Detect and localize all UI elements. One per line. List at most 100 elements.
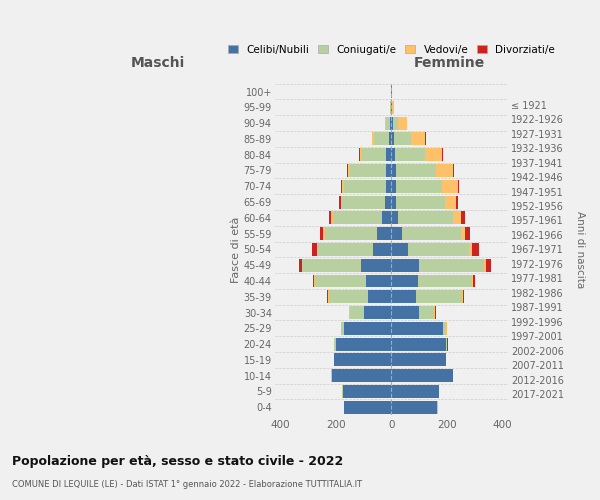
Bar (299, 258, 302, 272)
Bar (461, 212, 465, 224)
Bar (458, 180, 459, 193)
Bar (391, 180, 397, 193)
Bar (334, 338, 336, 350)
Bar (342, 180, 344, 193)
Bar (391, 132, 394, 145)
Bar (368, 290, 391, 303)
Bar (391, 354, 446, 366)
Bar (359, 148, 361, 161)
Bar (320, 227, 323, 240)
Text: Femmine: Femmine (414, 56, 485, 70)
Bar (344, 180, 386, 193)
Bar (386, 180, 391, 193)
Bar (442, 180, 458, 193)
Bar (344, 322, 391, 335)
Text: Popolazione per età, sesso e stato civile - 2022: Popolazione per età, sesso e stato civil… (12, 455, 343, 468)
Bar (442, 148, 443, 161)
Bar (336, 338, 391, 350)
Bar (398, 116, 407, 130)
Bar (339, 196, 341, 208)
Bar (329, 290, 368, 303)
Legend: Celibi/Nubili, Coniugati/e, Vedovi/e, Divorziati/e: Celibi/Nubili, Coniugati/e, Vedovi/e, Di… (226, 42, 557, 56)
Bar (386, 116, 390, 130)
Bar (473, 274, 475, 287)
Bar (386, 148, 391, 161)
Bar (391, 401, 437, 413)
Bar (391, 212, 398, 224)
Bar (394, 132, 411, 145)
Bar (469, 243, 472, 256)
Bar (347, 164, 348, 177)
Bar (462, 290, 463, 303)
Bar (373, 243, 391, 256)
Text: Maschi: Maschi (131, 56, 185, 70)
Bar (377, 227, 391, 240)
Bar (465, 227, 470, 240)
Bar (390, 116, 391, 130)
Bar (411, 132, 425, 145)
Bar (391, 338, 446, 350)
Bar (393, 116, 398, 130)
Bar (342, 196, 385, 208)
Bar (350, 164, 386, 177)
Bar (395, 148, 425, 161)
Bar (385, 196, 391, 208)
Bar (332, 369, 391, 382)
Bar (302, 258, 361, 272)
Bar (374, 132, 389, 145)
Bar (318, 243, 373, 256)
Bar (472, 274, 473, 287)
Bar (418, 274, 472, 287)
Bar (391, 116, 393, 130)
Bar (334, 354, 391, 366)
Bar (367, 274, 391, 287)
Bar (392, 101, 394, 114)
Bar (484, 258, 486, 272)
Bar (391, 227, 403, 240)
Y-axis label: Anni di nascita: Anni di nascita (575, 211, 585, 288)
Bar (373, 132, 374, 145)
Bar (403, 227, 461, 240)
Bar (382, 212, 391, 224)
Bar (314, 274, 315, 287)
Bar (327, 290, 328, 303)
Bar (350, 306, 364, 319)
Bar (398, 212, 452, 224)
Bar (397, 196, 445, 208)
Bar (389, 132, 391, 145)
Bar (325, 227, 377, 240)
Bar (391, 306, 419, 319)
Bar (391, 258, 419, 272)
Bar (391, 322, 443, 335)
Bar (313, 243, 317, 256)
Bar (486, 258, 491, 272)
Bar (391, 164, 395, 177)
Bar (313, 274, 314, 287)
Bar (463, 290, 464, 303)
Bar (341, 322, 344, 335)
Bar (419, 258, 484, 272)
Bar (361, 258, 391, 272)
Bar (445, 196, 456, 208)
Bar (391, 243, 408, 256)
Bar (391, 369, 452, 382)
Bar (391, 196, 397, 208)
Bar (391, 385, 439, 398)
Bar (364, 306, 391, 319)
Bar (391, 274, 418, 287)
Bar (472, 243, 479, 256)
Bar (333, 212, 382, 224)
Bar (331, 212, 333, 224)
Bar (446, 338, 447, 350)
Bar (395, 164, 436, 177)
Bar (452, 164, 454, 177)
Bar (456, 196, 458, 208)
Bar (425, 148, 442, 161)
Bar (341, 196, 342, 208)
Bar (315, 274, 367, 287)
Bar (452, 212, 461, 224)
Text: COMUNE DI LEQUILE (LE) - Dati ISTAT 1° gennaio 2022 - Elaborazione TUTTITALIA.IT: COMUNE DI LEQUILE (LE) - Dati ISTAT 1° g… (12, 480, 362, 489)
Bar (436, 164, 452, 177)
Bar (408, 243, 469, 256)
Bar (391, 148, 395, 161)
